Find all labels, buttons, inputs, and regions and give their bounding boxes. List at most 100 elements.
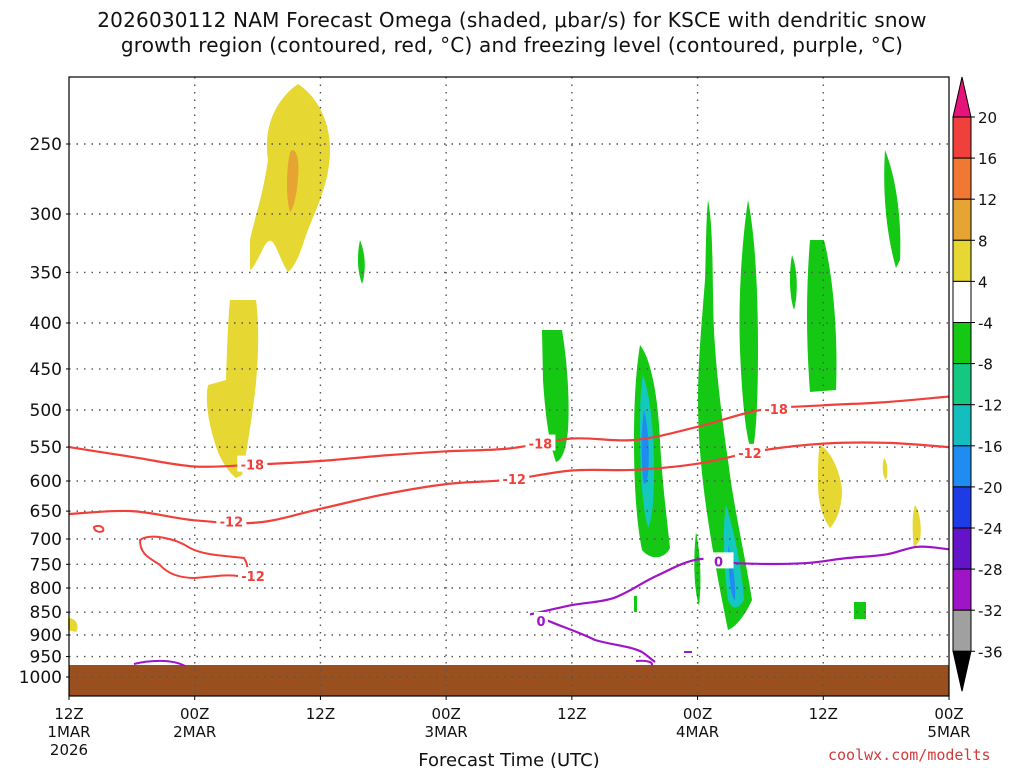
y-tick-label: 400 (30, 314, 62, 334)
y-tick-label: 850 (30, 603, 62, 623)
ground-surface (69, 665, 949, 696)
x-tick-label: 00Z (934, 705, 963, 723)
x-tick-label: 12Z (54, 705, 83, 723)
colorbar-segment (952, 363, 972, 406)
x-tick-label: 12Z (557, 705, 586, 723)
colorbar-segment (952, 609, 972, 652)
contour-label: -18 (764, 403, 788, 418)
contour-label: -12 (738, 447, 762, 462)
contour-label-bg (499, 469, 530, 486)
contour-label: -18 (529, 438, 553, 453)
x-tick-year-label: 2026 (50, 741, 88, 759)
colorbar-segment (952, 486, 972, 529)
colorbar-segment (952, 157, 972, 200)
plot-frame (68, 76, 950, 697)
omega-negative-region (789, 255, 797, 310)
x-tick-label: 00Z (683, 705, 712, 723)
x-tick-date-label: 2MAR (173, 723, 216, 741)
colorbar-label: 20 (978, 109, 997, 127)
contour-label: -12 (220, 516, 244, 531)
y-axis: 250 300 350 400 450 500 550 600 650 700 750 800 850 9… (19, 135, 69, 688)
colorbar-label: -16 (978, 438, 1003, 456)
title-line-2: growth region (contoured, red, °C) and f… (120, 33, 904, 57)
contour-label-bg (734, 443, 765, 460)
colorbar-label: -20 (978, 479, 1003, 497)
credit-text: coolwx.com/modelts (828, 746, 991, 764)
omega-negative-region (698, 200, 752, 630)
contour-label-bg (534, 612, 548, 628)
y-tick-label: 450 (30, 360, 62, 380)
y-tick-label: 300 (30, 205, 62, 225)
colorbar-label: 16 (978, 150, 997, 168)
colorbar-segment (952, 445, 972, 488)
colorbar-label: -8 (978, 356, 993, 374)
x-tick-label: 12Z (809, 705, 838, 723)
colorbar-segment (952, 568, 972, 611)
y-tick-label: 900 (30, 626, 62, 646)
omega-shading (68, 84, 921, 632)
freezing-level-contours (133, 545, 950, 667)
colorbar-segment (952, 322, 972, 365)
omega-positive-core (287, 150, 299, 212)
y-tick-label: 550 (30, 438, 62, 458)
dgz-closed-contour-small (92, 524, 105, 533)
omega-negative-region (739, 200, 758, 452)
freezing-level-closed-contour (635, 659, 653, 667)
contour-label-bg (761, 399, 792, 416)
y-tick-label: 700 (30, 530, 62, 550)
colorbar-label: -24 (978, 520, 1003, 538)
omega-positive-region (882, 458, 888, 480)
y-tick-label: 250 (30, 135, 62, 155)
dgz-closed-contour (92, 524, 249, 580)
omega-negative-region (884, 150, 901, 268)
colorbar-label: 12 (978, 191, 997, 209)
dgz-contours (68, 395, 950, 525)
colorbar-segment (952, 527, 972, 570)
title-line-1: 2026030112 NAM Forecast Omega (shaded, μ… (97, 8, 927, 32)
colorbar-segment (952, 404, 972, 447)
colorbar-label: -4 (978, 315, 993, 333)
contour-label: -18 (241, 459, 265, 474)
y-tick-label: 650 (30, 502, 62, 522)
y-tick-label: 1000 (19, 668, 62, 688)
colorbar-label: 4 (978, 273, 988, 291)
y-tick-label: 750 (30, 555, 62, 575)
freezing-level-closed-contour (133, 659, 186, 667)
contour-label: 0 (536, 615, 545, 630)
contour-label-bg (525, 434, 556, 451)
x-axis-title: Forecast Time (UTC) (418, 750, 599, 768)
colorbar-arrow-top (952, 76, 972, 118)
freezing-level-contour (529, 545, 950, 616)
colorbar-label: 8 (978, 232, 988, 250)
omega-positive-region (68, 618, 78, 632)
y-tick-label: 500 (30, 401, 62, 421)
contour-label-bg (703, 552, 734, 569)
colorbar-label: -12 (978, 397, 1003, 415)
colorbar-segment (952, 116, 972, 159)
x-tick-date-label: 3MAR (425, 723, 468, 741)
y-tick-label: 350 (30, 263, 62, 283)
omega-negative-region (542, 330, 569, 462)
colorbar-label: -28 (978, 561, 1003, 579)
colorbar: 20 16 12 8 4 -4 -8 -12 -16 -20 -24 -28 -32 -36 (952, 76, 1003, 692)
contour-label: 0 (714, 555, 723, 570)
omega-negative-region (807, 240, 837, 392)
x-tick-label: 00Z (180, 705, 209, 723)
freezing-level-contour-lower (537, 615, 656, 663)
colorbar-segment (952, 280, 972, 323)
contour-label-bg (237, 455, 268, 472)
x-tick-date-label: 5MAR (927, 723, 970, 741)
x-tick-date-label: 4MAR (676, 723, 719, 741)
x-tick-label: 00Z (431, 705, 460, 723)
omega-negative-core (641, 410, 649, 485)
omega-negative-region (634, 596, 637, 612)
contour-label-bg (216, 512, 247, 529)
omega-positive-region (206, 300, 259, 478)
contour-label-bg (238, 567, 268, 583)
dgz-closed-contour-12 (138, 535, 249, 580)
colorbar-segment (952, 239, 972, 282)
contour-labels: -18 -18 -18 -12 -12 -12 0 -12 0 (216, 399, 792, 630)
omega-negative-region (694, 532, 701, 606)
